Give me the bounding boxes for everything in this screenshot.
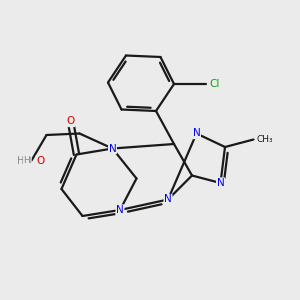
Text: O: O: [36, 155, 44, 166]
Text: N: N: [109, 143, 116, 154]
Text: H: H: [23, 156, 30, 165]
Text: O: O: [66, 116, 75, 127]
Text: HO: HO: [16, 155, 32, 166]
Text: N: N: [116, 205, 124, 215]
Text: N: N: [164, 194, 172, 205]
Text: N: N: [193, 128, 200, 139]
Text: CH₃: CH₃: [256, 135, 273, 144]
Text: N: N: [217, 178, 224, 188]
Text: Cl: Cl: [209, 79, 220, 89]
